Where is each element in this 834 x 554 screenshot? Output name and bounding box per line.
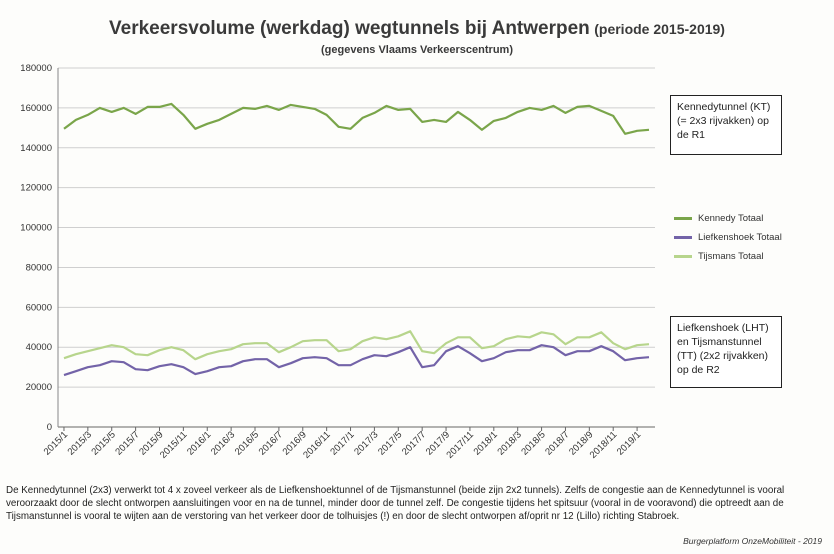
y-tick-label: 120000 <box>20 183 52 194</box>
x-tick-label: 2015/7 <box>113 429 141 457</box>
x-tick-label: 2018/3 <box>495 429 523 457</box>
chart-title: Verkeersvolume (werkdag) wegtunnels bij … <box>109 18 590 39</box>
chart-subtitle: (gegevens Vlaams Verkeerscentrum) <box>321 44 513 56</box>
y-tick-label: 0 <box>47 422 52 433</box>
x-tick-label: 2018/11 <box>588 429 620 461</box>
y-tick-label: 100000 <box>20 223 52 234</box>
x-tick-label: 2015/5 <box>90 429 118 457</box>
series-line-liefkenshoek-totaal <box>63 344 650 377</box>
chart-period: (periode 2015-2019) <box>594 21 725 37</box>
y-tick-label: 140000 <box>20 143 52 154</box>
y-tick-label: 40000 <box>26 342 52 353</box>
liefkenshoek-annotation-text: Liefkenshoek (LHT) en Tijsmanstunnel (TT… <box>677 322 769 376</box>
x-tick-label: 2016/11 <box>301 429 333 461</box>
chart-legend: Kennedy Totaal Liefkenshoek Totaal Tijsm… <box>674 209 782 266</box>
x-tick-label: 2017/7 <box>400 429 428 457</box>
x-tick-label: 2016/1 <box>185 429 213 457</box>
liefkenshoek-annotation-box: Liefkenshoek (LHT) en Tijsmanstunnel (TT… <box>670 316 782 388</box>
y-tick-label: 180000 <box>20 63 52 74</box>
legend-label-liefkenshoek: Liefkenshoek Totaal <box>698 232 782 243</box>
x-axis-ticks: 2015/12015/32015/52015/72015/92015/11201… <box>42 427 643 461</box>
x-tick-label: 2019/1 <box>615 429 643 457</box>
x-tick-label: 2018/5 <box>519 429 547 457</box>
kennedy-annotation-box: Kennedytunnel (KT) (= 2x3 rijvakken) op … <box>670 95 782 155</box>
legend-item-kennedy: Kennedy Totaal <box>674 209 782 228</box>
legend-swatch-tijsmans <box>674 255 692 258</box>
chart-title-row: Verkeersvolume (werkdag) wegtunnels bij … <box>0 18 834 40</box>
x-tick-label: 2015/1 <box>42 429 70 457</box>
series-line-tijsmans-totaal <box>63 330 650 361</box>
x-tick-label: 2016/7 <box>257 429 285 457</box>
chart-caption: De Kennedytunnel (2x3) verwerkt tot 4 x … <box>6 485 785 522</box>
series-line-kennedy-totaal <box>63 102 650 135</box>
x-tick-label: 2017/3 <box>352 429 380 457</box>
chart-series <box>63 102 650 377</box>
line-chart: 0 20000 40000 60000 80000 100000 120000 140000 1… <box>20 63 655 461</box>
legend-label-kennedy: Kennedy Totaal <box>698 213 764 224</box>
x-tick-label: 2016/3 <box>209 429 237 457</box>
credit-line: Burgerplatform OnzeMobiliteit - 2019 <box>683 536 822 546</box>
y-tick-label: 20000 <box>26 382 52 393</box>
y-tick-label: 80000 <box>26 262 52 273</box>
y-axis-ticks: 0 20000 40000 60000 80000 100000 120000 140000 1… <box>20 63 52 433</box>
legend-item-liefkenshoek: Liefkenshoek Totaal <box>674 228 782 247</box>
x-tick-label: 2016/5 <box>233 429 261 457</box>
legend-swatch-kennedy <box>674 217 692 220</box>
x-tick-label: 2017/5 <box>376 429 404 457</box>
y-tick-label: 60000 <box>26 302 52 313</box>
legend-swatch-liefkenshoek <box>674 236 692 239</box>
legend-label-tijsmans: Tijsmans Totaal <box>698 251 764 262</box>
chart-gridlines <box>57 67 655 428</box>
kennedy-annotation-text: Kennedytunnel (KT) (= 2x3 rijvakken) op … <box>677 101 771 141</box>
x-tick-label: 2018/7 <box>543 429 571 457</box>
y-tick-label: 160000 <box>20 103 52 114</box>
x-tick-label: 2017/11 <box>444 429 476 461</box>
x-tick-label: 2018/1 <box>472 429 500 457</box>
x-tick-label: 2017/1 <box>328 429 356 457</box>
legend-item-tijsmans: Tijsmans Totaal <box>674 247 782 266</box>
x-tick-label: 2015/11 <box>158 429 190 461</box>
x-tick-label: 2015/3 <box>66 429 94 457</box>
